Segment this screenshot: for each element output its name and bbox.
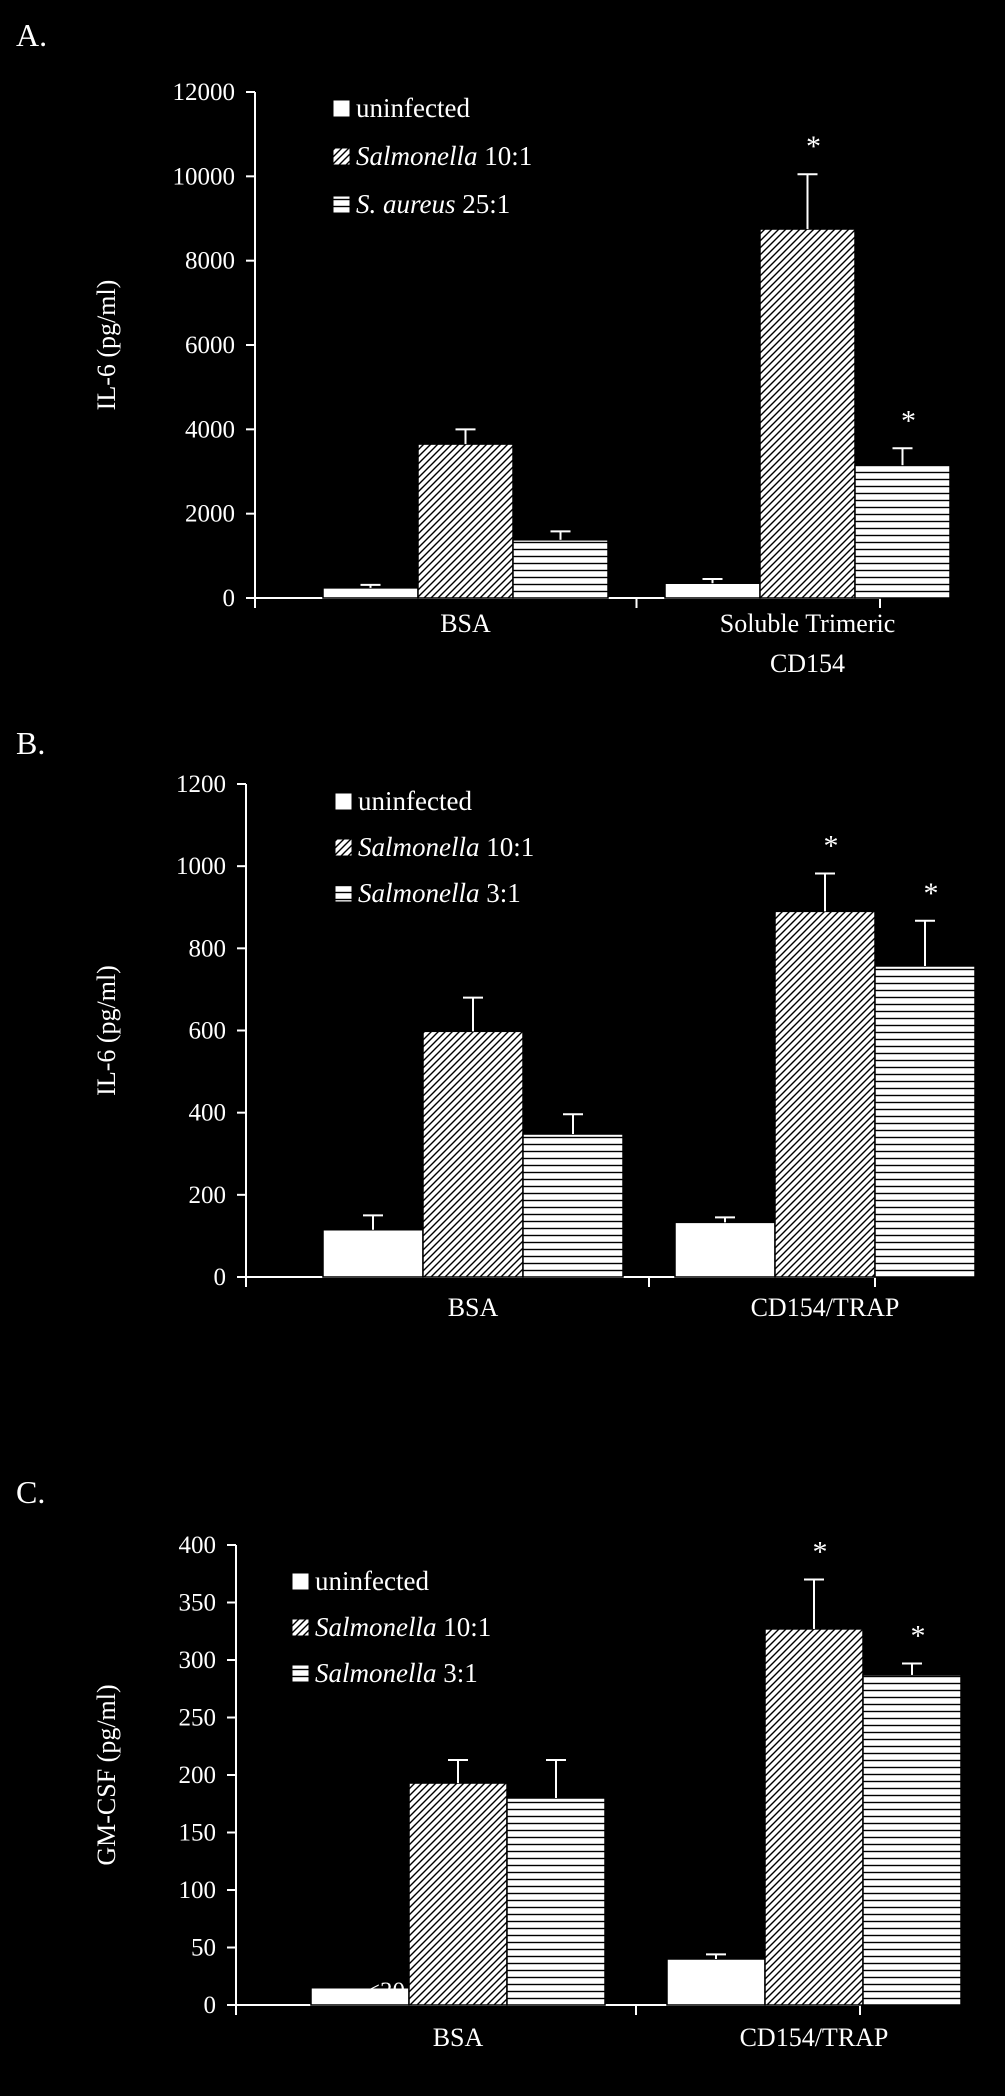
panel-c-bar-annotation: <30 xyxy=(366,1978,405,2005)
panel-a-legend-swatch xyxy=(332,195,351,214)
panel-b-bar xyxy=(422,1030,524,1278)
panel-a-y-axis-title: IL-6 (pg/ml) xyxy=(92,280,121,411)
panel-c-legend-label: Salmonella 3:1 xyxy=(315,1658,478,1688)
panel-c-legend-swatch xyxy=(291,1572,310,1591)
panel-a-legend-label: uninfected xyxy=(356,93,470,123)
panel-c-legend-swatch xyxy=(291,1664,310,1683)
panel-a-bar xyxy=(322,587,419,599)
panel-a-bar xyxy=(854,464,951,599)
panel-b-significance-marker: * xyxy=(824,830,839,863)
panel-b-legend-label: Salmonella 10:1 xyxy=(358,832,534,862)
panel-c-category-label: BSA xyxy=(433,2023,484,2052)
panel-b-legend-swatch xyxy=(334,884,353,903)
panel-b-significance-marker: * xyxy=(924,877,939,910)
panel-c-legend-label: uninfected xyxy=(315,1566,429,1596)
panel-b-bar xyxy=(874,965,976,1278)
panel-c-y-tick-label: 100 xyxy=(179,1877,217,1904)
panel-a-legend-label: Salmonella 10:1 xyxy=(356,141,532,171)
panel-c-bar xyxy=(666,1958,766,2006)
panel-c-y-tick-label: 0 xyxy=(204,1992,217,2019)
panel-c-letter: C. xyxy=(16,1474,45,1510)
panel-a-category-label: Soluble Trimeric xyxy=(720,609,896,638)
panel-b-bar xyxy=(674,1221,776,1278)
panel-a-significance-marker: * xyxy=(806,130,821,163)
panel-c-category-label: CD154/TRAP xyxy=(740,2023,889,2052)
panel-c-legend-label: Salmonella 10:1 xyxy=(315,1612,491,1642)
panel-c-y-tick-label: 200 xyxy=(179,1762,217,1789)
panel-a-significance-marker: * xyxy=(901,404,916,437)
panel-a-bar xyxy=(664,582,761,599)
panel-a-y-tick-label: 2000 xyxy=(185,501,235,528)
panel-b-legend-swatch xyxy=(334,838,353,857)
panel-b-letter: B. xyxy=(16,725,45,761)
panel-c-y-tick-label: 400 xyxy=(179,1532,217,1559)
panel-b-bar xyxy=(522,1133,624,1278)
panel-b-y-tick-label: 800 xyxy=(189,935,227,962)
panel-b-y-tick-label: 1000 xyxy=(176,853,226,880)
panel-a-legend-label: S. aureus 25:1 xyxy=(356,189,510,219)
panel-b-y-tick-label: 200 xyxy=(189,1182,227,1209)
panel-a-legend-swatch xyxy=(332,99,351,118)
panel-b-y-tick-label: 1200 xyxy=(176,771,226,798)
panel-b-category-label: CD154/TRAP xyxy=(751,1293,900,1322)
panel-c-significance-marker: * xyxy=(911,1619,926,1652)
panel-a-category-label: BSA xyxy=(440,609,491,638)
panel-b-bar xyxy=(774,910,876,1278)
panel-b-category-label: BSA xyxy=(448,1293,499,1322)
panel-b-legend-swatch xyxy=(334,792,353,811)
panel-a-bar xyxy=(417,443,514,599)
panel-a-y-tick-label: 10000 xyxy=(173,163,236,190)
panel-c-legend-swatch xyxy=(291,1618,310,1637)
panel-c-y-axis-title: GM-CSF (pg/ml) xyxy=(92,1684,121,1865)
panel-c-y-tick-label: 350 xyxy=(179,1590,217,1617)
panel-b-bar xyxy=(322,1229,424,1278)
panel-c-y-tick-label: 50 xyxy=(191,1935,216,1962)
panel-c-bar xyxy=(764,1628,864,2006)
panel-a-y-tick-label: 8000 xyxy=(185,248,235,275)
panel-c-bar xyxy=(862,1674,962,2006)
panel-c-y-tick-label: 150 xyxy=(179,1820,217,1847)
panel-c-y-tick-label: 250 xyxy=(179,1705,217,1732)
panel-c-y-tick-label: 300 xyxy=(179,1647,217,1674)
panel-a-bar xyxy=(512,539,609,599)
panel-b-legend-label: Salmonella 3:1 xyxy=(358,878,521,908)
panel-b-y-tick-label: 600 xyxy=(189,1018,227,1045)
panel-a-category-label: CD154 xyxy=(770,649,845,678)
panel-a-y-tick-label: 12000 xyxy=(173,79,236,106)
panel-b-y-tick-label: 400 xyxy=(189,1100,227,1127)
panel-a-letter: A. xyxy=(16,17,47,53)
panel-a-bar xyxy=(759,228,856,599)
panel-a-legend-swatch xyxy=(332,147,351,166)
panel-b-legend-label: uninfected xyxy=(358,786,472,816)
panel-b-y-tick-label: 0 xyxy=(214,1264,227,1291)
panel-c-bar xyxy=(506,1797,606,2006)
panel-a-y-tick-label: 0 xyxy=(223,585,236,612)
panel-a-y-tick-label: 6000 xyxy=(185,332,235,359)
panel-b-y-axis-title: IL-6 (pg/ml) xyxy=(92,965,121,1096)
panel-c-bar xyxy=(408,1782,508,2006)
panel-c-significance-marker: * xyxy=(813,1536,828,1569)
panel-a-y-tick-label: 4000 xyxy=(185,416,235,443)
